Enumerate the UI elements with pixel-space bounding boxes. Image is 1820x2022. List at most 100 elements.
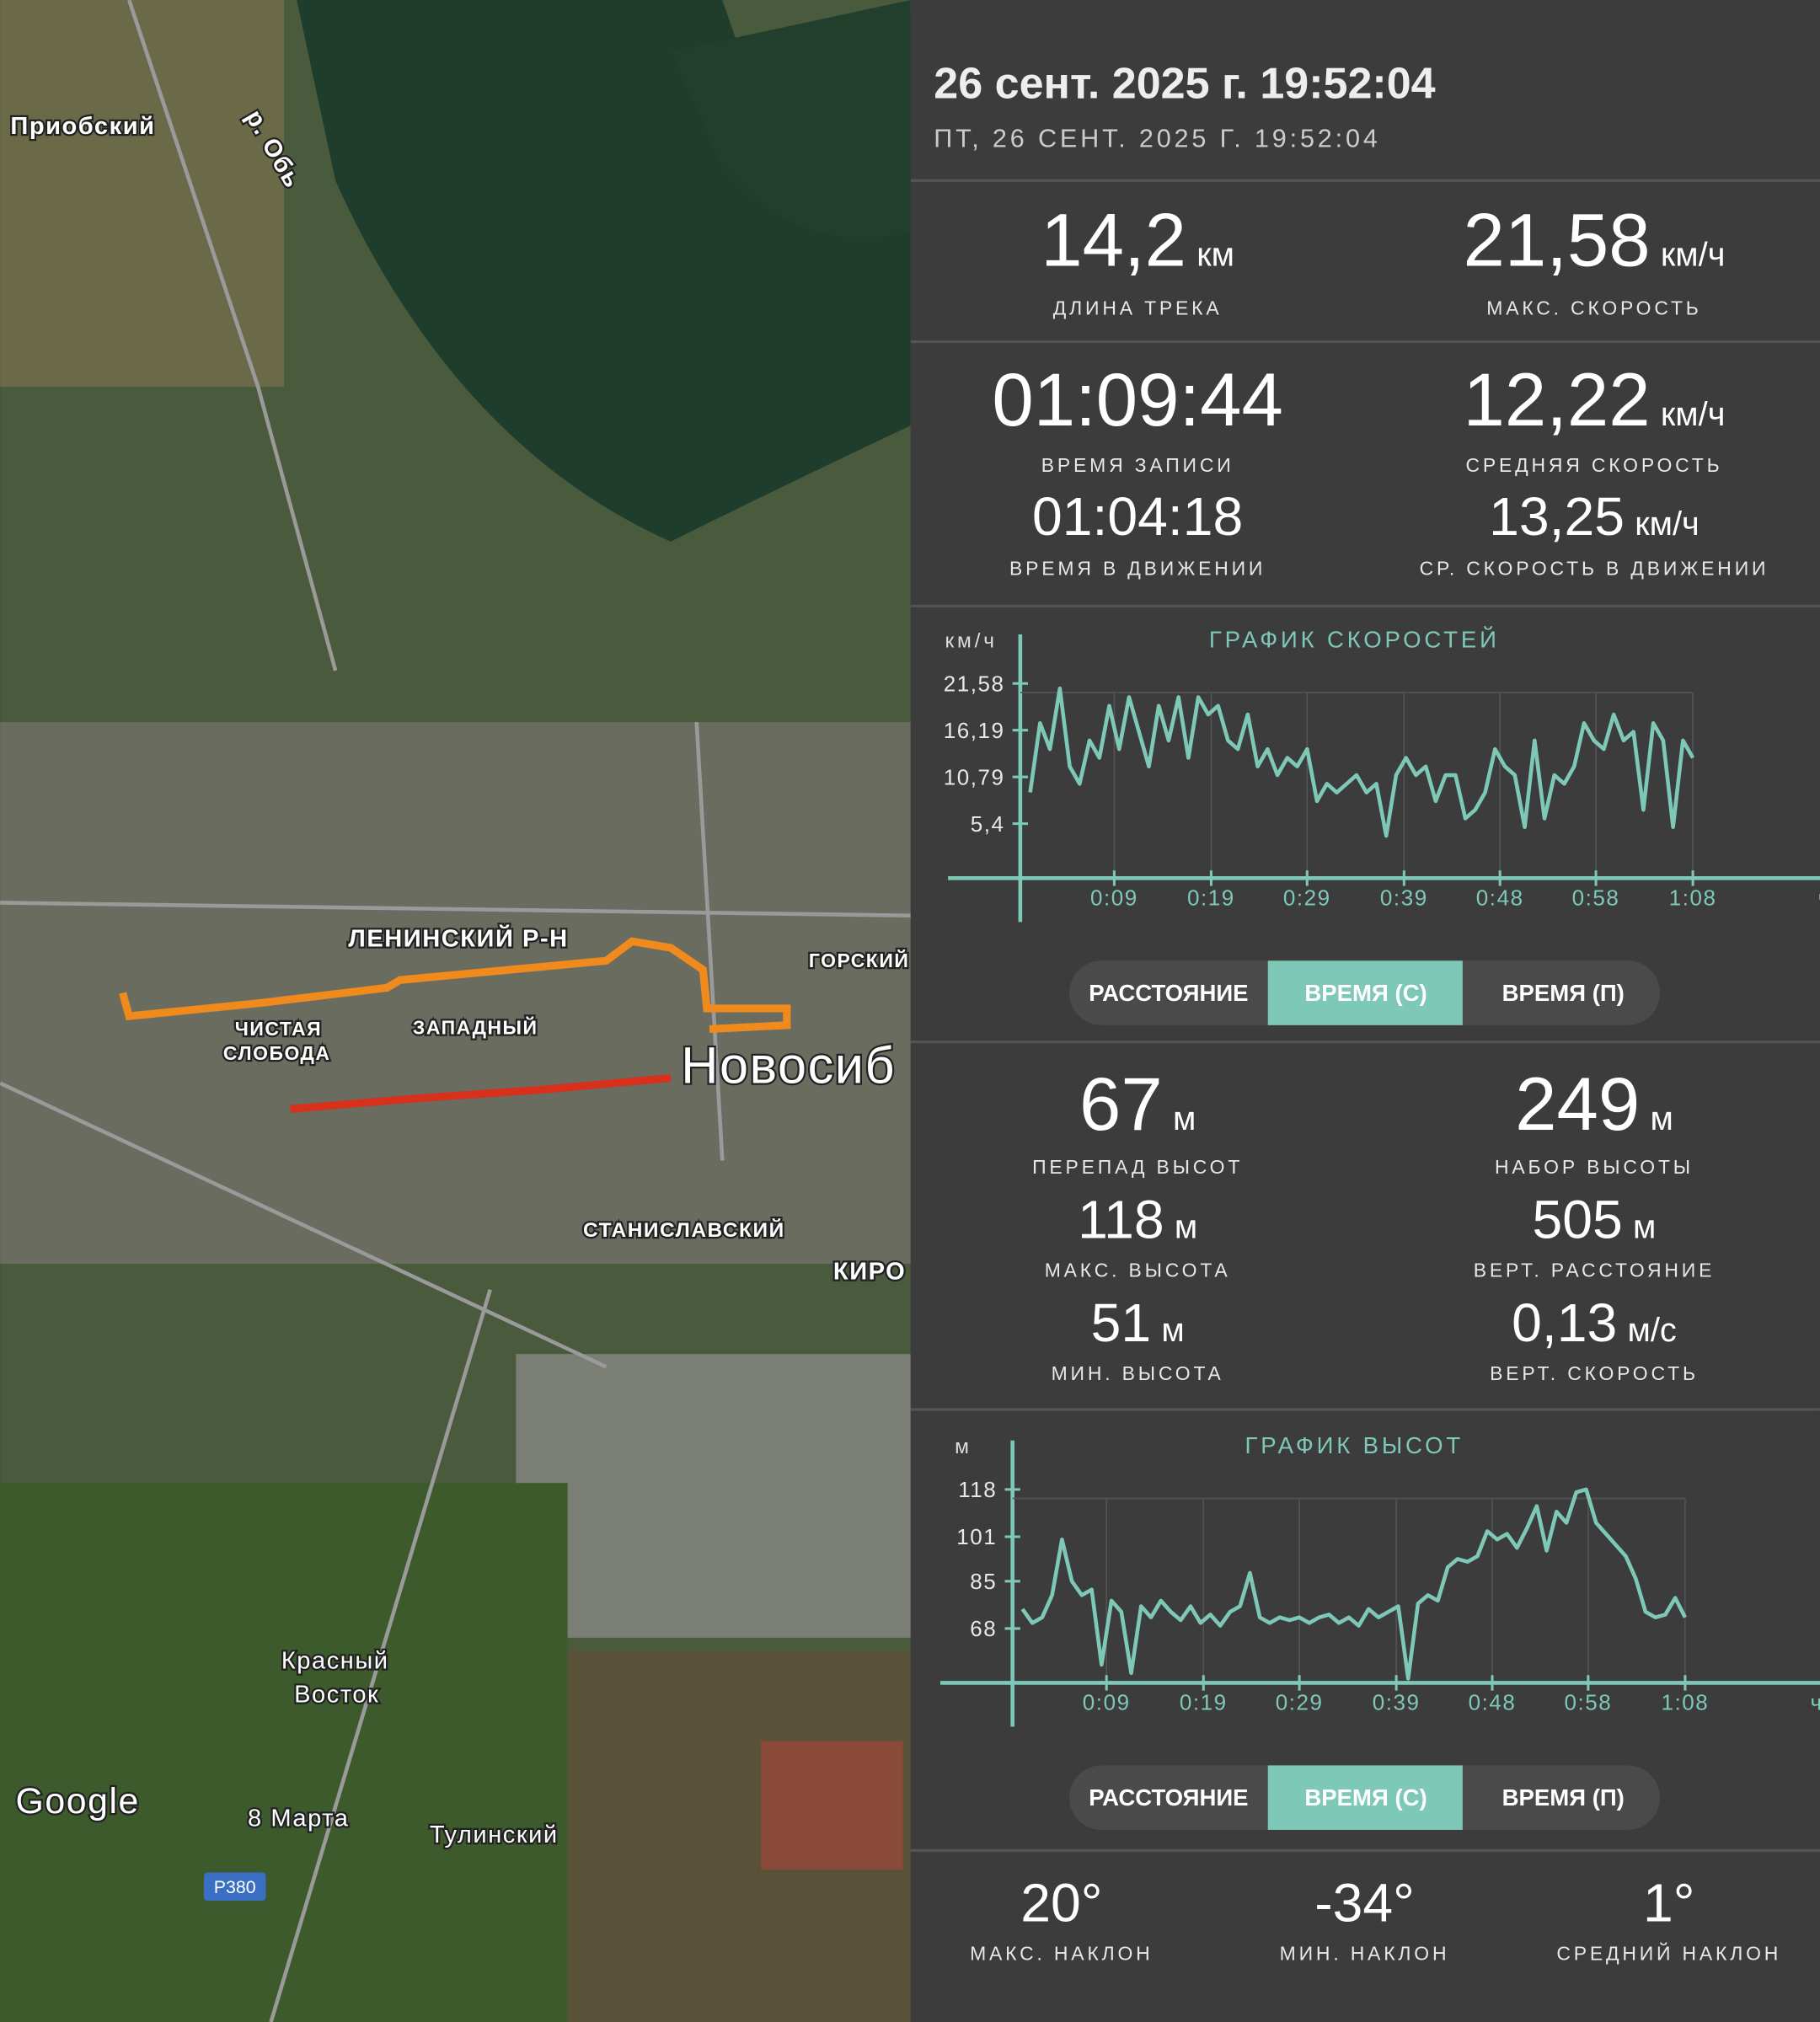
stat-number: 21,58	[1464, 198, 1651, 281]
stat-label: СРЕДНЯЯ СКОРОСТЬ	[1465, 454, 1722, 476]
map-label: 8 Марта	[248, 1805, 349, 1832]
stat-label: СР. СКОРОСТЬ В ДВИЖЕНИИ	[1420, 558, 1769, 580]
x-tick-label: 0:58	[1572, 885, 1620, 910]
x-unit: ч:м	[1818, 885, 1820, 910]
stat-number: 12,22	[1464, 358, 1651, 441]
stat-value: 505 м	[1533, 1189, 1657, 1249]
stat-label: МИН. ВЫСОТА	[1052, 1362, 1224, 1384]
stat-value: 12,22 км/ч	[1464, 358, 1726, 441]
stat-unit: км/ч	[1661, 236, 1726, 273]
stat-unit: км/ч	[1661, 396, 1726, 433]
x-tick-label: 0:29	[1283, 885, 1331, 910]
y-tick-label: 10,79	[944, 764, 1005, 789]
x-tick-label: 0:09	[1083, 1690, 1131, 1715]
stat-number: 505	[1533, 1189, 1623, 1249]
x-tick-label: 0:39	[1373, 1690, 1421, 1715]
stat-unit: м	[1650, 1100, 1673, 1137]
y-tick-label: 101	[956, 1524, 997, 1549]
x-tick-label: 0:19	[1187, 885, 1235, 910]
stat-number: 249	[1515, 1062, 1640, 1146]
stat-value: 14,2 км	[1041, 198, 1234, 281]
stat-label: ВЕРТ. СКОРОСТЬ	[1490, 1362, 1699, 1384]
x-tick-label: 0:09	[1090, 885, 1138, 910]
map-label: Новосиб	[681, 1037, 896, 1094]
stat-number: 0,13	[1512, 1292, 1617, 1353]
stat-unit: км	[1196, 236, 1234, 273]
stat-value: 118 м	[1078, 1189, 1197, 1249]
chart-title: ГРАФИК СКОРОСТЕЙ	[1209, 626, 1500, 652]
toggle-button[interactable]: РАССТОЯНИЕ	[1089, 1784, 1248, 1811]
stat-unit: м	[1633, 1208, 1656, 1245]
stat-label: ВРЕМЯ В ДВИЖЕНИИ	[1009, 558, 1266, 580]
stat-label: МИН. НАКЛОН	[1280, 1943, 1450, 1965]
stat-number: 13,25	[1489, 486, 1625, 547]
toggle-button[interactable]: ВРЕМЯ (П)	[1502, 980, 1625, 1006]
y-tick-label: 118	[958, 1477, 997, 1502]
x-tick-label: 0:39	[1380, 885, 1428, 910]
stat-label: ДЛИНА ТРЕКА	[1053, 297, 1223, 318]
stat-label: НАБОР ВЫСОТЫ	[1495, 1156, 1694, 1178]
toggle-button[interactable]: ВРЕМЯ (П)	[1502, 1784, 1625, 1811]
map-label: СЛОБОДА	[223, 1042, 331, 1064]
toggle-button[interactable]: РАССТОЯНИЕ	[1089, 980, 1248, 1006]
stat-number: 51	[1091, 1292, 1151, 1353]
subtitle: ПТ, 26 СЕНТ. 2025 Г. 19:52:04	[934, 124, 1380, 152]
stat-number: 67	[1079, 1062, 1163, 1146]
y-tick-label: 16,19	[944, 718, 1005, 743]
stat-value: 67 м	[1079, 1062, 1196, 1146]
stat-number: -34°	[1314, 1873, 1415, 1934]
data-line	[1028, 686, 1695, 838]
stat-number: 01:04:18	[1032, 486, 1243, 547]
chart-title: ГРАФИК ВЫСОТ	[1245, 1432, 1464, 1458]
stat-number: 14,2	[1041, 198, 1186, 281]
stat-unit: м/с	[1628, 1312, 1677, 1349]
stat-value: 0,13 м/с	[1512, 1292, 1677, 1353]
map-label: СТАНИСЛАВСКИЙ	[583, 1218, 785, 1242]
stat-label: МАКС. ВЫСОТА	[1045, 1259, 1231, 1281]
map-label: Восток	[294, 1681, 379, 1708]
map-label: ГОРСКИЙ	[809, 949, 910, 971]
stat-value: 249 м	[1515, 1062, 1673, 1146]
map-label: ЧИСТАЯ	[235, 1018, 322, 1040]
stat-value: 01:09:44	[992, 358, 1283, 441]
stat-value: 51 м	[1091, 1292, 1185, 1353]
stat-number: 01:09:44	[992, 358, 1283, 441]
toggle-active	[1267, 960, 1463, 1025]
x-unit: ч:м	[1811, 1690, 1820, 1715]
map-logo: Google	[16, 1781, 140, 1821]
y-tick-label: 68	[970, 1616, 997, 1641]
stat-label: ВЕРТ. РАССТОЯНИЕ	[1474, 1259, 1715, 1281]
stat-label: СРЕДНИЙ НАКЛОН	[1556, 1943, 1781, 1965]
map-label: Тулинский	[430, 1821, 559, 1848]
map-label: КИРО	[833, 1258, 906, 1285]
map-label: ЗАПАДНЫЙ	[413, 1017, 538, 1039]
map-label: Приобский	[10, 113, 155, 140]
stat-unit: км/ч	[1635, 506, 1700, 543]
stat-value: 13,25 км/ч	[1489, 486, 1700, 547]
stat-number: 20°	[1020, 1873, 1102, 1934]
stat-value: 21,58 км/ч	[1464, 198, 1726, 281]
y-unit: м	[955, 1436, 972, 1458]
stat-unit: м	[1161, 1312, 1184, 1349]
toggle-button[interactable]: ВРЕМЯ (С)	[1304, 980, 1427, 1006]
stat-value: 01:04:18	[1032, 486, 1243, 547]
toggle-active	[1267, 1765, 1463, 1830]
stat-label: ПЕРЕПАД ВЫСОТ	[1032, 1156, 1243, 1178]
title: 26 сент. 2025 г. 19:52:04	[934, 59, 1435, 108]
stat-label: МАКС. СКОРОСТЬ	[1486, 297, 1701, 318]
y-tick-label: 5,4	[971, 811, 1005, 837]
map-label: Красный	[281, 1648, 389, 1675]
map-label: ЛЕНИНСКИЙ Р-Н	[348, 923, 568, 952]
stat-label: ВРЕМЯ ЗАПИСИ	[1041, 454, 1234, 476]
y-tick-label: 85	[970, 1569, 997, 1594]
x-tick-label: 0:19	[1180, 1690, 1228, 1715]
stat-value: 1°	[1643, 1873, 1694, 1934]
data-line	[1020, 1487, 1687, 1681]
toggle-button[interactable]: ВРЕМЯ (С)	[1304, 1784, 1427, 1811]
stat-label: МАКС. НАКЛОН	[970, 1943, 1153, 1965]
map: Приобский р. Обь ЛЕНИНСКИЙ Р-Н ГОРСКИЙ Ч…	[0, 0, 911, 2022]
x-tick-label: 1:08	[1669, 885, 1717, 910]
stat-unit: м	[1173, 1100, 1196, 1137]
x-tick-label: 0:58	[1564, 1690, 1612, 1715]
